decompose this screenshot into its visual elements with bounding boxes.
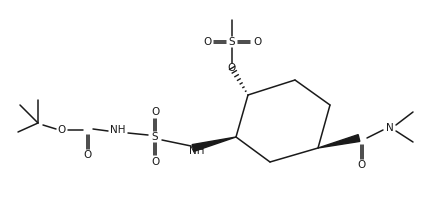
Text: O: O: [58, 125, 66, 135]
Text: NH: NH: [110, 125, 126, 135]
Text: O: O: [253, 37, 261, 47]
Text: O: O: [203, 37, 211, 47]
Text: N: N: [386, 123, 394, 133]
Text: O: O: [358, 160, 366, 170]
Text: O: O: [228, 63, 236, 73]
Polygon shape: [192, 137, 236, 151]
Text: S: S: [229, 37, 235, 47]
Polygon shape: [318, 135, 360, 148]
Text: O: O: [151, 157, 159, 167]
Text: S: S: [152, 132, 158, 142]
Text: O: O: [151, 107, 159, 117]
Text: O: O: [84, 150, 92, 160]
Text: NH: NH: [189, 146, 205, 156]
